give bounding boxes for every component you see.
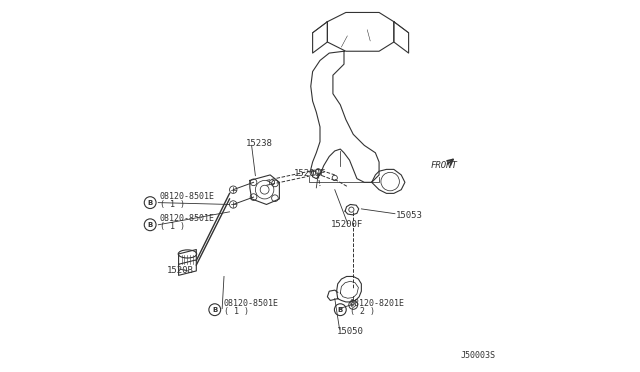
Text: 15238: 15238 xyxy=(246,139,273,148)
Text: B: B xyxy=(338,307,343,313)
Text: J50003S: J50003S xyxy=(460,351,495,360)
Text: 08120-8201E: 08120-8201E xyxy=(349,299,404,308)
Text: ( 2 ): ( 2 ) xyxy=(350,307,375,316)
Text: 08120-8501E: 08120-8501E xyxy=(159,192,214,201)
Text: 15053: 15053 xyxy=(396,211,422,220)
Text: ( 1 ): ( 1 ) xyxy=(160,222,185,231)
Text: 15200F: 15200F xyxy=(294,169,326,177)
Text: ( 1 ): ( 1 ) xyxy=(225,307,250,316)
Text: B: B xyxy=(212,307,218,313)
Text: B: B xyxy=(148,222,153,228)
Text: B: B xyxy=(148,200,153,206)
Text: 08120-8501E: 08120-8501E xyxy=(223,299,278,308)
Text: 08120-8501E: 08120-8501E xyxy=(159,214,214,223)
Text: 1520B: 1520B xyxy=(167,266,194,275)
Text: FRONT: FRONT xyxy=(431,161,458,170)
Text: 15050: 15050 xyxy=(337,327,364,336)
Text: 15200F: 15200F xyxy=(331,220,364,229)
Text: ( 1 ): ( 1 ) xyxy=(160,200,185,209)
